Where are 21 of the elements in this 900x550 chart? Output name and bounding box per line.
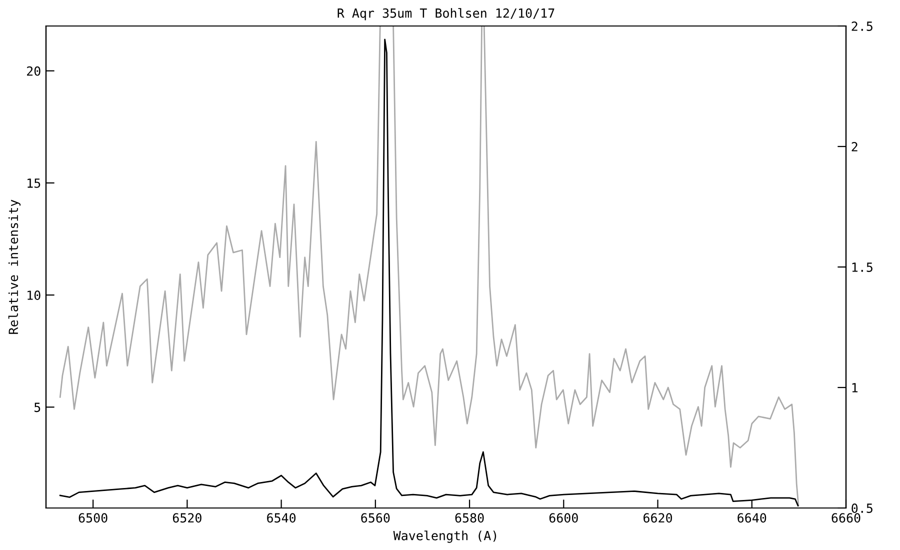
x-tick-label: 6620 bbox=[644, 513, 672, 523]
y-axis-title: Relative intensity bbox=[8, 200, 21, 334]
y2-tick-label: 2.5 bbox=[852, 22, 872, 31]
y-tick-label: 20 bbox=[27, 66, 40, 76]
x-tick-label: 6640 bbox=[738, 513, 766, 523]
y2-tick-label: 1.5 bbox=[852, 262, 872, 272]
x-tick-label: 6540 bbox=[267, 513, 296, 523]
chart-title: R Aqr 35um T Bohlsen 12/10/17 bbox=[338, 8, 554, 20]
y2-tick-label: 0.5 bbox=[852, 504, 872, 513]
x-tick-label: 6580 bbox=[455, 513, 484, 523]
x-tick-label: 6600 bbox=[549, 513, 578, 523]
y-tick-label: 5 bbox=[34, 402, 40, 412]
x-tick-label: 6560 bbox=[361, 513, 390, 523]
x-tick-label: 6660 bbox=[832, 513, 860, 523]
y2-tick-label: 2 bbox=[852, 142, 858, 152]
x-tick-label: 6520 bbox=[172, 513, 202, 523]
y2-tick-label: 1 bbox=[852, 383, 858, 392]
x-axis-title: Wavelength (A) bbox=[393, 530, 496, 543]
y-tick-label: 15 bbox=[28, 178, 40, 188]
y-tick-label: 10 bbox=[28, 290, 40, 300]
x-tick-label: 6500 bbox=[78, 513, 108, 523]
